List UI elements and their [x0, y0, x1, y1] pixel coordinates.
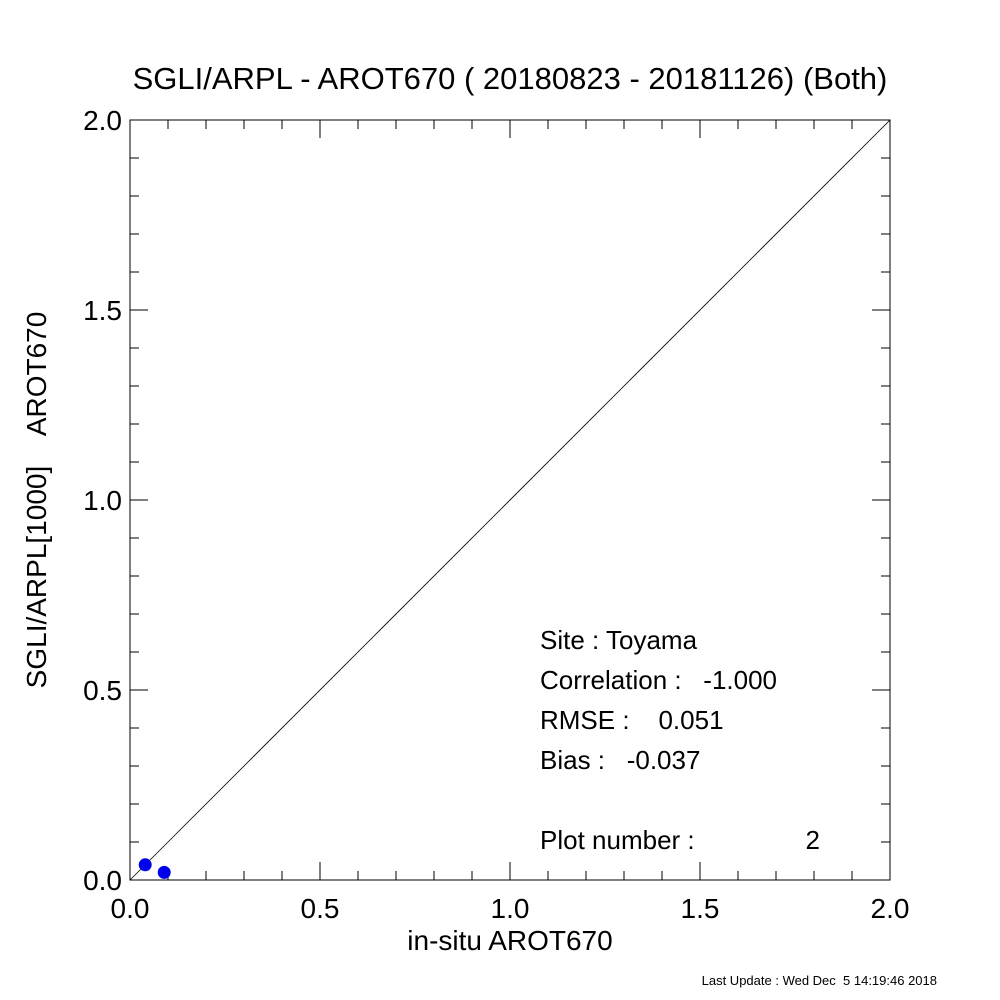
x-tick-label: 0.0 [111, 893, 150, 924]
y-tick-label: 2.0 [83, 105, 122, 136]
data-points [138, 858, 171, 879]
data-point [138, 858, 152, 872]
x-tick-labels: 0.0 0.5 1.0 1.5 2.0 [111, 893, 910, 924]
rmse-label: RMSE : 0.051 [540, 705, 724, 735]
stats-annotation: Site : Toyama Correlation : -1.000 RMSE … [540, 625, 820, 855]
y-axis-title: SGLI/ARPL[1000] AROT670 [21, 312, 52, 689]
x-tick-label: 0.5 [301, 893, 340, 924]
y-tick-label: 0.0 [83, 865, 122, 896]
last-update-text: Last Update : Wed Dec 5 14:19:46 2018 [702, 973, 937, 988]
plot-number-value: 2 [806, 825, 820, 855]
y-tick-labels: 0.0 0.5 1.0 1.5 2.0 [83, 105, 122, 896]
plot-number-label: Plot number : [540, 825, 695, 855]
y-tick-label: 1.5 [83, 295, 122, 326]
site-label: Site : Toyama [540, 625, 698, 655]
major-ticks [129, 119, 891, 881]
x-tick-label: 1.0 [491, 893, 530, 924]
x-tick-label: 2.0 [871, 893, 910, 924]
x-axis-title: in-situ AROT670 [407, 925, 612, 956]
y-tick-label: 1.0 [83, 485, 122, 516]
y-tick-label: 0.5 [83, 675, 122, 706]
one-to-one-line [129, 119, 891, 881]
chart-title: SGLI/ARPL - AROT670 ( 20180823 - 2018112… [133, 61, 888, 96]
correlation-label: Correlation : -1.000 [540, 665, 777, 695]
bias-label: Bias : -0.037 [540, 745, 700, 775]
minor-ticks [130, 120, 890, 880]
x-tick-label: 1.5 [681, 893, 720, 924]
data-point [157, 865, 171, 879]
